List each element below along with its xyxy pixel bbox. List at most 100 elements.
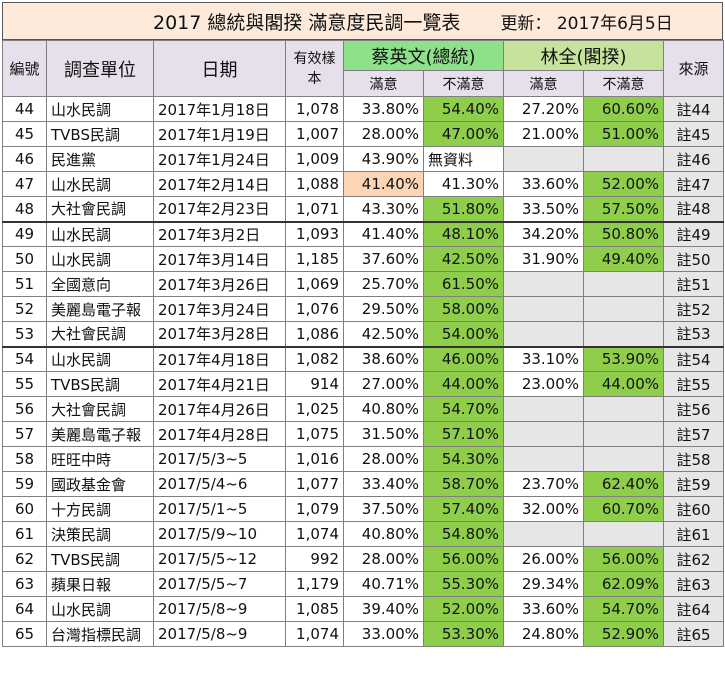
row-number: 44 [2,96,47,122]
lin-unsatisfied: 60.70% [583,496,665,522]
tsai-satisfied: 33.40% [343,471,424,497]
survey-unit: 國政基金會 [46,471,154,497]
survey-date: 2017/5/3~5 [153,446,286,472]
source-note: 註44 [663,96,725,122]
source-note: 註46 [663,146,725,172]
row-number: 47 [2,171,47,197]
table-row: 44 山水民調 2017年1月18日 1,078 33.80% 54.40% 27.20% 6… [2,96,725,122]
table-row: 53 大社會民調 2017年3月28日 1,086 42.50% 54.00% 註53 [2,321,725,347]
table-row: 52 美麗島電子報 2017年3月24日 1,076 29.50% 58.00% 註52 [2,296,725,322]
tsai-satisfied: 43.30% [343,196,424,222]
header-tsai-satisfied: 滿意 [343,70,424,97]
row-number: 60 [2,496,47,522]
survey-unit: 大社會民調 [46,321,154,347]
lin-unsatisfied [583,321,665,347]
survey-unit: TVBS民調 [46,371,154,397]
source-note: 註65 [663,621,725,647]
lin-satisfied: 32.00% [503,496,585,522]
tsai-satisfied: 28.00% [343,446,424,472]
survey-unit: 山水民調 [46,220,154,247]
row-number: 64 [2,596,47,622]
row-number: 55 [2,371,47,397]
table-row: 51 全國意向 2017年3月26日 1,069 25.70% 61.50% 註51 [2,271,725,297]
tsai-satisfied: 29.50% [343,296,424,322]
tsai-unsatisfied: 57.40% [422,496,505,522]
source-note: 註61 [663,521,725,547]
lin-unsatisfied [583,421,665,447]
lin-satisfied [503,521,585,547]
survey-date: 2017年4月28日 [153,421,286,447]
source-note: 註63 [663,571,725,597]
lin-unsatisfied: 50.80% [583,220,665,247]
source-note: 註45 [663,121,725,147]
tsai-unsatisfied: 55.30% [422,571,505,597]
survey-unit: 旺旺中時 [46,446,154,472]
tsai-satisfied: 43.90% [343,146,424,172]
header-sample: 有效樣本 [285,40,344,97]
lin-satisfied [503,321,585,347]
tsai-unsatisfied: 48.10% [422,220,505,247]
table-title: 2017 總統與閣揆 滿意度民調一覽表 [153,11,461,34]
header-date: 日期 [153,40,286,97]
tsai-unsatisfied: 54.30% [422,446,505,472]
survey-date: 2017年3月14日 [153,246,286,272]
survey-date: 2017/5/8~9 [153,596,286,622]
sample-size: 1,179 [285,571,344,597]
tsai-satisfied: 41.40% [343,171,424,197]
tsai-unsatisfied: 44.00% [422,371,505,397]
lin-unsatisfied: 54.70% [583,596,665,622]
row-number: 48 [2,196,47,222]
source-note: 註56 [663,396,725,422]
table-row: 65 台灣指標民調 2017/5/8~9 1,074 33.00% 53.30% 24.80… [2,621,725,647]
lin-satisfied [503,396,585,422]
tsai-unsatisfied: 51.80% [422,196,505,222]
tsai-satisfied: 40.80% [343,396,424,422]
survey-date: 2017年1月24日 [153,146,286,172]
survey-date: 2017年2月14日 [153,171,286,197]
updated-date: 更新： 2017年6月5日 [500,13,673,34]
sample-size: 1,074 [285,521,344,547]
lin-satisfied: 26.00% [503,546,585,572]
survey-unit: 美麗島電子報 [46,296,154,322]
survey-date: 2017/5/9~10 [153,521,286,547]
lin-unsatisfied: 52.90% [583,621,665,647]
table-row: 54 山水民調 2017年4月18日 1,082 38.60% 46.00% 33.10% 5… [2,345,725,372]
row-number: 45 [2,121,47,147]
lin-unsatisfied [583,396,665,422]
sample-size: 1,076 [285,296,344,322]
tsai-unsatisfied: 54.40% [422,96,505,122]
row-number: 49 [2,220,47,247]
lin-satisfied [503,421,585,447]
header-unit: 調查單位 [46,40,154,97]
tsai-satisfied: 33.00% [343,621,424,647]
table-row: 45 TVBS民調 2017年1月19日 1,007 28.00% 47.00% 21.00… [2,121,725,147]
source-note: 註64 [663,596,725,622]
survey-date: 2017年4月21日 [153,371,286,397]
survey-date: 2017年2月23日 [153,196,286,222]
survey-unit: 大社會民調 [46,396,154,422]
tsai-unsatisfied: 47.00% [422,121,505,147]
tsai-unsatisfied: 61.50% [422,271,505,297]
table-row: 46 民進黨 2017年1月24日 1,009 43.90% 無資料 註46 [2,146,725,172]
row-number: 57 [2,421,47,447]
survey-unit: 山水民調 [46,96,154,122]
source-note: 註59 [663,471,725,497]
tsai-unsatisfied: 53.30% [422,621,505,647]
source-note: 註50 [663,246,725,272]
table-row: 59 國政基金會 2017/5/4~6 1,077 33.40% 58.70% 23.70%… [2,471,725,497]
survey-date: 2017/5/5~12 [153,546,286,572]
sample-size: 992 [285,546,344,572]
tsai-satisfied: 39.40% [343,596,424,622]
survey-date: 2017年3月24日 [153,296,286,322]
tsai-satisfied: 41.40% [343,220,424,247]
lin-unsatisfied: 52.00% [583,171,665,197]
sample-size: 1,075 [285,421,344,447]
source-note: 註52 [663,296,725,322]
sample-size: 914 [285,371,344,397]
lin-unsatisfied: 53.90% [583,345,665,372]
survey-unit: 美麗島電子報 [46,421,154,447]
tsai-satisfied: 40.71% [343,571,424,597]
sample-size: 1,025 [285,396,344,422]
lin-unsatisfied [583,296,665,322]
table-row: 49 山水民調 2017年3月2日 1,093 41.40% 48.10% 34.20% 50… [2,220,725,247]
